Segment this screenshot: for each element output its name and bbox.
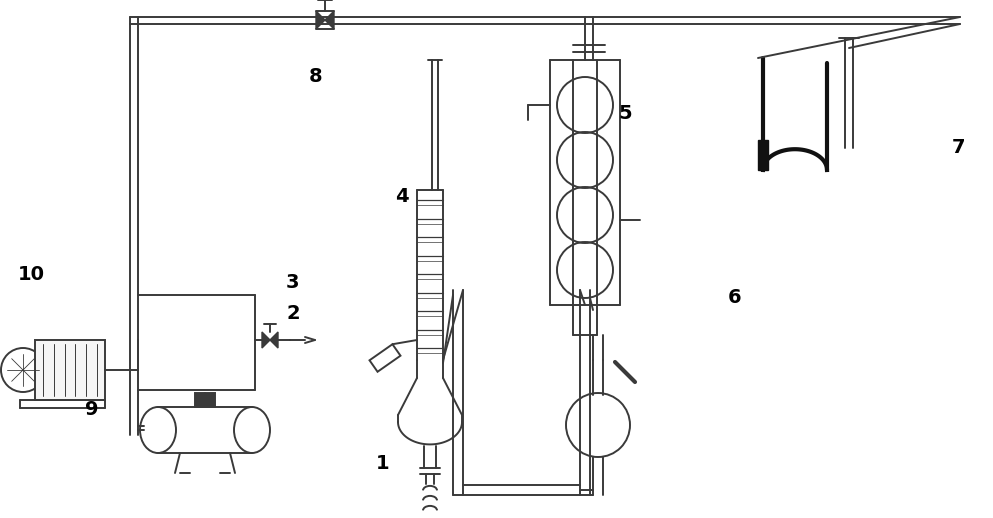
Text: 7: 7 [951, 138, 965, 157]
Text: 8: 8 [309, 67, 323, 86]
Polygon shape [262, 332, 270, 348]
Polygon shape [325, 11, 334, 29]
Polygon shape [758, 140, 768, 170]
Text: 9: 9 [84, 400, 98, 419]
Text: 5: 5 [619, 105, 633, 123]
Polygon shape [270, 332, 278, 348]
Text: 10: 10 [18, 265, 46, 284]
Polygon shape [316, 11, 325, 29]
Text: 1: 1 [375, 454, 389, 473]
Text: 2: 2 [286, 304, 300, 323]
Text: 4: 4 [395, 188, 409, 206]
Text: 6: 6 [728, 289, 742, 307]
Bar [35, 340, 105, 400]
Bar [195, 393, 215, 407]
Text: 3: 3 [286, 273, 300, 292]
